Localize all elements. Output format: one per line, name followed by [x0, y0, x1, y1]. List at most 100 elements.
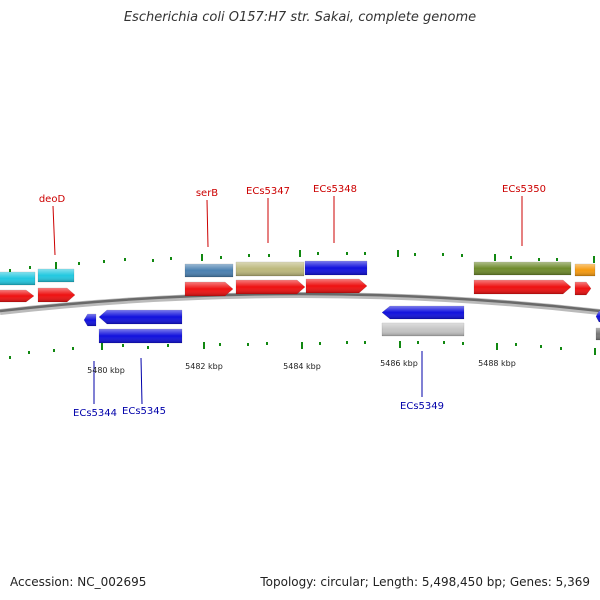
- pointer-ECs5345: [140, 357, 143, 405]
- minor-tick: [247, 343, 249, 346]
- feature-cds-fwd-3[interactable]: [184, 281, 234, 297]
- major-tick: [101, 343, 103, 350]
- minor-tick: [219, 343, 221, 346]
- feature-olive-shading: [474, 262, 571, 275]
- gene-features: [0, 260, 600, 344]
- minor-tick: [72, 347, 74, 350]
- label-ECs5345[interactable]: ECs5345: [122, 406, 166, 417]
- feature-cds-fwd-5-shading: [306, 279, 367, 293]
- feature-cds-fwd-6-shading: [474, 280, 571, 294]
- gene-labels: deoD serB ECs5347 ECs5348 ECs5350 ECs534…: [39, 184, 546, 419]
- minor-tick: [317, 252, 319, 255]
- minor-tick: [9, 269, 11, 272]
- minor-tick: [346, 341, 348, 344]
- feature-cds-fwd-1[interactable]: [0, 289, 35, 303]
- feature-cds-fwd-7[interactable]: [574, 281, 592, 296]
- accession-text: Accession: NC_002695: [10, 575, 147, 589]
- feature-cds-rev-4-shading: [596, 311, 600, 322]
- major-tick: [299, 250, 301, 257]
- tick-marks: [9, 250, 596, 359]
- feature-grey-shading: [382, 323, 464, 336]
- minor-tick: [443, 341, 445, 344]
- feature-blue-bottom-shading: [99, 329, 182, 343]
- major-tick: [496, 343, 498, 350]
- major-tick: [301, 342, 303, 349]
- label-ECs5347[interactable]: ECs5347: [246, 186, 290, 197]
- label-ECs5349[interactable]: ECs5349: [400, 401, 444, 412]
- feature-cds-rev-2-shading: [99, 310, 182, 324]
- minor-tick: [147, 346, 149, 349]
- kbp-label: 5482 kbp: [185, 362, 223, 371]
- feature-blue-bottom[interactable]: [98, 328, 183, 344]
- feature-cds-fwd-1-shading: [0, 290, 34, 302]
- major-tick: [201, 254, 203, 261]
- label-serB[interactable]: serB: [196, 188, 218, 199]
- feature-cyan-2[interactable]: [37, 268, 75, 283]
- minor-tick: [556, 258, 558, 261]
- pointer-serB: [206, 199, 209, 248]
- feature-cds-rev-1[interactable]: [83, 313, 97, 327]
- feature-cds-fwd-2-shading: [38, 288, 75, 302]
- major-tick: [594, 348, 596, 355]
- feature-cds-fwd-2[interactable]: [37, 287, 76, 303]
- minor-tick: [78, 262, 80, 265]
- feature-cds-rev-2[interactable]: [98, 309, 183, 325]
- minor-tick: [364, 341, 366, 344]
- feature-cyan-1-shading: [0, 272, 35, 285]
- minor-tick: [462, 342, 464, 345]
- feature-cds-fwd-6[interactable]: [473, 279, 572, 295]
- minor-tick: [248, 254, 250, 257]
- minor-tick: [167, 344, 169, 347]
- minor-tick: [268, 254, 270, 257]
- feature-cyan-1[interactable]: [0, 271, 36, 286]
- minor-tick: [122, 344, 124, 347]
- feature-orange-shading: [575, 264, 595, 276]
- label-ECs5344[interactable]: ECs5344: [73, 408, 117, 419]
- minor-tick: [28, 351, 30, 354]
- minor-tick: [29, 266, 31, 269]
- minor-tick: [510, 256, 512, 259]
- minor-tick: [515, 343, 517, 346]
- minor-tick: [124, 258, 126, 261]
- feature-orange[interactable]: [574, 263, 596, 277]
- label-deoD[interactable]: deoD: [39, 194, 66, 205]
- feature-cds-rev-4[interactable]: [595, 310, 600, 323]
- feature-cds-fwd-5[interactable]: [305, 278, 368, 294]
- kbp-label: 5480 kbp: [87, 366, 125, 375]
- kbp-label: 5486 kbp: [380, 359, 418, 368]
- feature-khaki-shading: [236, 262, 304, 276]
- feature-cds-fwd-3-shading: [185, 282, 233, 296]
- major-tick: [399, 341, 401, 348]
- label-pointers: [52, 196, 523, 405]
- minor-tick: [364, 252, 366, 255]
- minor-tick: [103, 260, 105, 263]
- feature-cds-rev-3[interactable]: [381, 305, 465, 320]
- feature-blue-top-shading: [305, 261, 367, 275]
- label-ECs5348[interactable]: ECs5348: [313, 184, 357, 195]
- feature-blue-top[interactable]: [304, 260, 368, 276]
- feature-steelblue[interactable]: [184, 263, 234, 278]
- feature-olive[interactable]: [473, 261, 572, 276]
- feature-grey-edge-shading: [596, 328, 600, 340]
- minor-tick: [9, 356, 11, 359]
- feature-steelblue-shading: [185, 264, 233, 277]
- minor-tick: [53, 349, 55, 352]
- feature-cds-fwd-7-shading: [575, 282, 591, 295]
- feature-cds-rev-3-shading: [382, 306, 464, 319]
- feature-khaki[interactable]: [235, 261, 305, 277]
- minor-tick: [266, 342, 268, 345]
- feature-cds-fwd-4[interactable]: [235, 279, 306, 295]
- feature-cds-rev-1-shading: [84, 314, 96, 326]
- pointer-deoD: [52, 205, 56, 256]
- kbp-label: 5488 kbp: [478, 359, 516, 368]
- feature-grey-edge[interactable]: [595, 327, 600, 341]
- major-tick: [593, 256, 595, 263]
- label-ECs5350[interactable]: ECs5350: [502, 184, 546, 195]
- minor-tick: [442, 253, 444, 256]
- minor-tick: [414, 253, 416, 256]
- major-tick: [55, 262, 57, 269]
- minor-tick: [319, 342, 321, 345]
- feature-grey[interactable]: [381, 322, 465, 337]
